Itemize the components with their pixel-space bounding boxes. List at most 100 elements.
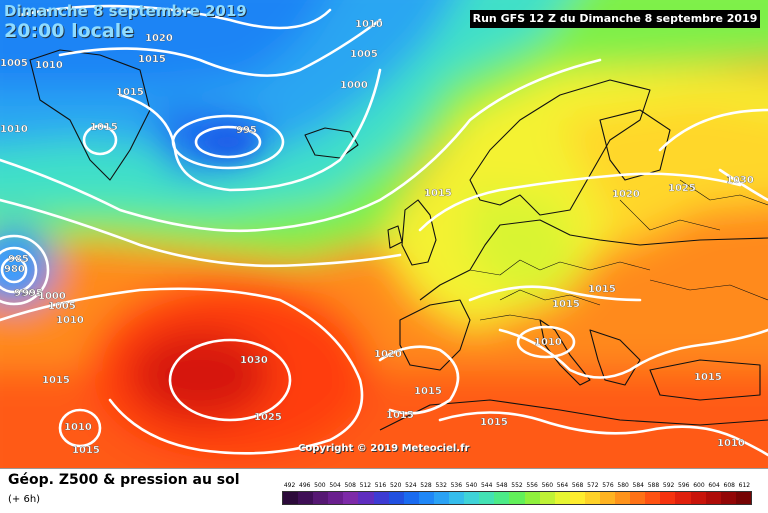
pressure-label: 1015	[694, 372, 722, 383]
scale-label: 552	[511, 482, 523, 489]
pressure-label: 1010	[56, 315, 84, 326]
scale-label: 600	[693, 482, 705, 489]
scale-swatch	[298, 492, 314, 504]
pressure-label: 1015	[72, 445, 100, 456]
scale-label: 604	[708, 482, 720, 489]
scale-label: 608	[723, 482, 735, 489]
scale-swatch	[433, 492, 450, 504]
pressure-label: 1010	[717, 438, 745, 449]
scale-label: 520	[389, 482, 402, 489]
scale-label: 592	[662, 482, 675, 489]
scale-swatch	[479, 492, 495, 504]
scale-label: 584	[632, 482, 644, 489]
scale-swatch	[584, 492, 600, 504]
scale-label: 504	[329, 482, 341, 489]
scale-label: 544	[480, 482, 493, 489]
scale-swatch	[615, 492, 631, 504]
scale-swatch	[449, 492, 465, 504]
scale-label: 576	[602, 482, 614, 489]
pressure-label: 1015	[480, 417, 508, 428]
scale-label: 540	[465, 482, 478, 489]
pressure-label: 1010	[534, 337, 562, 348]
pressure-label: 1000	[340, 80, 368, 91]
pressure-label: 1015	[116, 87, 144, 98]
pressure-labels: 1010 1020 1010 1015 1005 1000 1015 1015 995 1015 1…	[0, 19, 754, 456]
scale-label: 556	[526, 482, 538, 489]
scale-label: 492	[283, 482, 296, 489]
pressure-label: 995	[22, 288, 43, 299]
copyright-text: Copyright © 2019 Meteociel.fr	[298, 443, 470, 454]
pressure-label: 1015	[424, 188, 452, 199]
z500-color-field	[0, 0, 768, 468]
scale-bar	[282, 491, 752, 505]
pressure-label: 985	[8, 254, 29, 265]
coastlines	[29, 49, 768, 431]
scale-label: 580	[617, 482, 629, 489]
pressure-label: 1005	[350, 49, 378, 60]
pressure-label: 1005	[0, 58, 28, 69]
scale-label: 516	[374, 482, 387, 489]
scale-swatch	[388, 492, 404, 504]
scale-swatch	[509, 492, 525, 504]
scale-labels: 492 496 500 504 508 512 516 520 524 528 532 536 540 5…	[282, 481, 752, 490]
scale-swatch	[524, 492, 540, 504]
map-title: Dimanche 8 septembre 2019 20:00 locale	[4, 2, 254, 42]
pressure-label: 1015	[138, 54, 166, 65]
scale-swatch	[464, 492, 480, 504]
pressure-label: 1015	[588, 284, 616, 295]
scale-label: 508	[344, 482, 356, 489]
scale-label: 548	[496, 482, 508, 489]
pressure-label: 1015	[90, 122, 118, 133]
run-info-banner: Run GFS 12 Z du Dimanche 8 septembre 201…	[470, 10, 760, 28]
scale-label: 528	[420, 482, 432, 489]
scale-swatch	[690, 492, 706, 504]
scale-swatch	[313, 492, 329, 504]
pressure-label: 1010	[35, 60, 63, 71]
scale-swatch	[328, 492, 344, 504]
pressure-label: 995	[236, 125, 257, 136]
scale-swatch	[554, 492, 570, 504]
pressure-label: 1015	[386, 410, 414, 421]
pressure-label: 1015	[42, 375, 70, 386]
pressure-label: 1015	[414, 386, 442, 397]
scale-swatch	[705, 492, 721, 504]
pressure-label: 1020	[374, 349, 402, 360]
scale-swatch	[660, 492, 676, 504]
date-title: Dimanche 8 septembre 2019	[4, 2, 247, 20]
pressure-label: 1030	[240, 355, 268, 366]
scale-swatch	[494, 492, 510, 504]
pressure-label: 1010	[64, 422, 92, 433]
scale-label: 596	[678, 482, 690, 489]
scale-swatch	[599, 492, 616, 504]
scale-swatch	[735, 492, 751, 504]
low-centers	[0, 126, 256, 288]
scale-swatch	[418, 492, 434, 504]
pressure-label: 1025	[254, 412, 282, 423]
scale-label: 512	[359, 482, 372, 489]
pressure-label: 1025	[668, 183, 696, 194]
scale-swatch	[569, 492, 585, 504]
scale-swatch	[630, 492, 646, 504]
scale-label: 588	[647, 482, 660, 489]
pressure-label: 990	[14, 288, 35, 299]
isobars	[0, 4, 768, 457]
pressure-label: 1000	[38, 291, 66, 302]
scale-label: 564	[556, 482, 569, 489]
pressure-label: 1020	[612, 189, 640, 200]
scale-label: 496	[299, 482, 311, 489]
scale-label: 572	[587, 482, 599, 489]
pressure-label: 1010	[0, 124, 28, 135]
scale-swatch	[343, 492, 359, 504]
map-footer: Géop. Z500 & pression au sol (+ 6h) 492 4…	[0, 468, 768, 513]
scale-label: 532	[435, 482, 447, 489]
color-scale-legend: 492 496 500 504 508 512 516 520 524 528 532 536 540 5…	[282, 481, 752, 507]
scale-swatch	[675, 492, 691, 504]
scale-swatch	[283, 492, 299, 504]
scale-label: 560	[541, 482, 554, 489]
scale-label: 568	[571, 482, 584, 489]
pressure-label: 1015	[552, 299, 580, 310]
pressure-label: 1030	[726, 175, 754, 186]
scale-swatch	[539, 492, 555, 504]
field-title: Géop. Z500 & pression au sol	[8, 472, 240, 488]
scale-swatch	[358, 492, 374, 504]
